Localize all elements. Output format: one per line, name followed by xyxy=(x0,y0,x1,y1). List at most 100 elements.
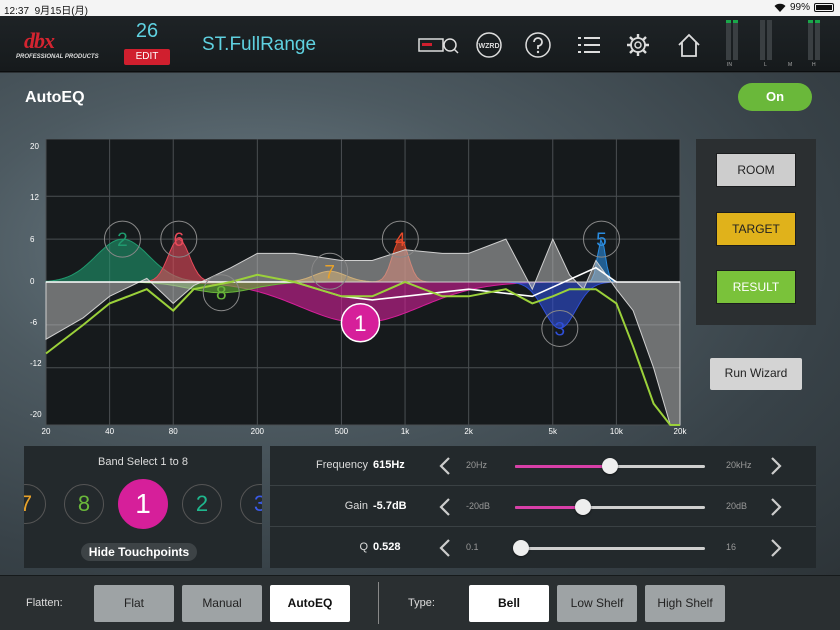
x-tick-label: 2k xyxy=(464,427,473,436)
x-tick-label: 1k xyxy=(400,427,410,436)
wizard-icon[interactable]: WZRD xyxy=(474,30,504,60)
frequency-value: 615Hz xyxy=(373,459,405,471)
room-button[interactable]: ROOM xyxy=(716,153,796,187)
meter-in-2 xyxy=(733,20,738,60)
status-clock: 12:37 9月15日(月) xyxy=(4,2,88,17)
band-parameter-panel: Frequency 615Hz 20Hz 20kHz Gain -5.7dB -… xyxy=(270,446,816,568)
y-tick-label: 20 xyxy=(30,142,39,151)
bottom-toolbar: Flatten: Flat Manual AutoEQ Type: Bell L… xyxy=(0,575,840,630)
frequency-max: 20kHz xyxy=(726,460,752,470)
slider-thumb[interactable] xyxy=(575,499,592,515)
list-icon[interactable] xyxy=(574,30,604,60)
band-4-marker-label: 4 xyxy=(395,230,406,251)
band-1-marker xyxy=(340,303,381,343)
slider-thumb[interactable] xyxy=(602,458,618,474)
autoeq-button[interactable]: AutoEQ xyxy=(270,585,350,622)
logo-subtitle: PROFESSIONAL PRODUCTS xyxy=(16,54,99,60)
battery-fill xyxy=(816,5,832,10)
edit-button[interactable]: EDIT xyxy=(124,49,170,65)
hide-touchpoints-button[interactable]: Hide Touchpoints xyxy=(81,543,197,561)
settings-gear-icon[interactable] xyxy=(623,30,653,60)
band-8-marker xyxy=(202,274,240,312)
frequency-min: 20Hz xyxy=(466,460,488,470)
gain-max: 20dB xyxy=(726,501,748,511)
frequency-slider[interactable] xyxy=(515,458,705,474)
x-tick-label: 500 xyxy=(334,427,349,436)
y-tick-label: -12 xyxy=(30,359,42,368)
chevron-left-icon[interactable] xyxy=(436,455,456,477)
result-button[interactable]: RESULT xyxy=(716,270,796,304)
chevron-right-icon[interactable] xyxy=(765,496,785,518)
band-markers[interactable]: 1 2 3 4 5 6 7 8 xyxy=(103,220,620,347)
chevron-right-icon[interactable] xyxy=(765,455,785,477)
meter-low-2 xyxy=(767,20,772,60)
slider-fill xyxy=(515,506,584,509)
band-2-marker-label: 2 xyxy=(117,230,128,251)
q-min: 0.1 xyxy=(466,542,479,552)
meter-seg xyxy=(733,20,738,23)
band-2-marker xyxy=(103,220,141,258)
autoeq-on-toggle[interactable]: On xyxy=(738,83,812,111)
chevron-right-icon[interactable] xyxy=(765,537,785,559)
low-shelf-button[interactable]: Low Shelf xyxy=(557,585,637,622)
meter-high-2 xyxy=(815,20,820,60)
bell-button[interactable]: Bell xyxy=(469,585,549,622)
frequency-row: Frequency 615Hz 20Hz 20kHz xyxy=(270,446,816,486)
manual-button[interactable]: Manual xyxy=(182,585,262,622)
q-slider[interactable] xyxy=(512,540,705,556)
band-1-marker-label: 1 xyxy=(354,311,366,336)
gain-slider[interactable] xyxy=(515,499,705,515)
flat-button[interactable]: Flat xyxy=(94,585,174,622)
status-right: 99% xyxy=(774,2,834,13)
chevron-left-icon[interactable] xyxy=(436,537,456,559)
band-1-button[interactable]: 1 xyxy=(118,479,168,529)
meter-high-1 xyxy=(808,20,813,60)
y-tick-label: 6 xyxy=(30,235,35,244)
result-curve xyxy=(45,273,680,426)
band-2-button[interactable]: 2 xyxy=(182,484,222,524)
band-3-marker-label: 3 xyxy=(555,319,566,340)
x-tick-label: 80 xyxy=(168,427,178,436)
home-icon[interactable] xyxy=(674,30,704,60)
curve-toggle-panel: ROOM TARGET RESULT xyxy=(696,139,816,325)
band-5-marker xyxy=(582,220,620,258)
meter-seg xyxy=(808,20,813,23)
battery-icon xyxy=(814,3,834,12)
target-button[interactable]: TARGET xyxy=(716,212,796,246)
band-8-marker-label: 8 xyxy=(216,284,227,305)
slider-fill xyxy=(515,465,610,468)
band-8-button[interactable]: 8 xyxy=(64,484,104,524)
band-7-button[interactable]: 7 xyxy=(24,484,46,524)
x-tick-label: 5k xyxy=(548,427,557,436)
meter-in-1 xyxy=(726,20,731,60)
q-label: Q xyxy=(359,541,368,553)
app-header: dbx PROFESSIONAL PRODUCTS 26 EDIT ST.Ful… xyxy=(0,16,840,72)
device-config-icon[interactable] xyxy=(418,30,460,60)
x-tick-label: 20 xyxy=(41,427,51,436)
band-3-button[interactable]: 3 xyxy=(240,484,262,524)
room-curve xyxy=(45,237,681,426)
chevron-left-icon[interactable] xyxy=(436,496,456,518)
help-icon[interactable] xyxy=(523,30,553,60)
preset-name[interactable]: ST.FullRange xyxy=(202,34,317,55)
x-tick-label: 40 xyxy=(105,427,115,436)
status-bar: 12:37 9月15日(月) 99% xyxy=(0,0,840,17)
q-value: 0.528 xyxy=(373,541,401,553)
meter-seg xyxy=(815,20,820,23)
band-6-marker-label: 6 xyxy=(174,230,185,251)
q-row: Q 0.528 0.1 16 xyxy=(270,528,816,568)
frequency-label: Frequency xyxy=(316,459,368,471)
toolbar-divider xyxy=(378,582,379,624)
preset-number[interactable]: 26 xyxy=(135,20,159,42)
y-tick-label: 12 xyxy=(30,193,39,202)
gain-min: -20dB xyxy=(466,501,491,511)
run-wizard-button[interactable]: Run Wizard xyxy=(710,358,802,390)
gain-row: Gain -5.7dB -20dB 20dB xyxy=(270,487,816,527)
high-shelf-button[interactable]: High Shelf xyxy=(645,585,725,622)
wifi-icon xyxy=(774,3,786,12)
band-6-marker xyxy=(160,220,198,258)
band-7-marker xyxy=(311,252,349,290)
slider-thumb[interactable] xyxy=(512,540,529,556)
